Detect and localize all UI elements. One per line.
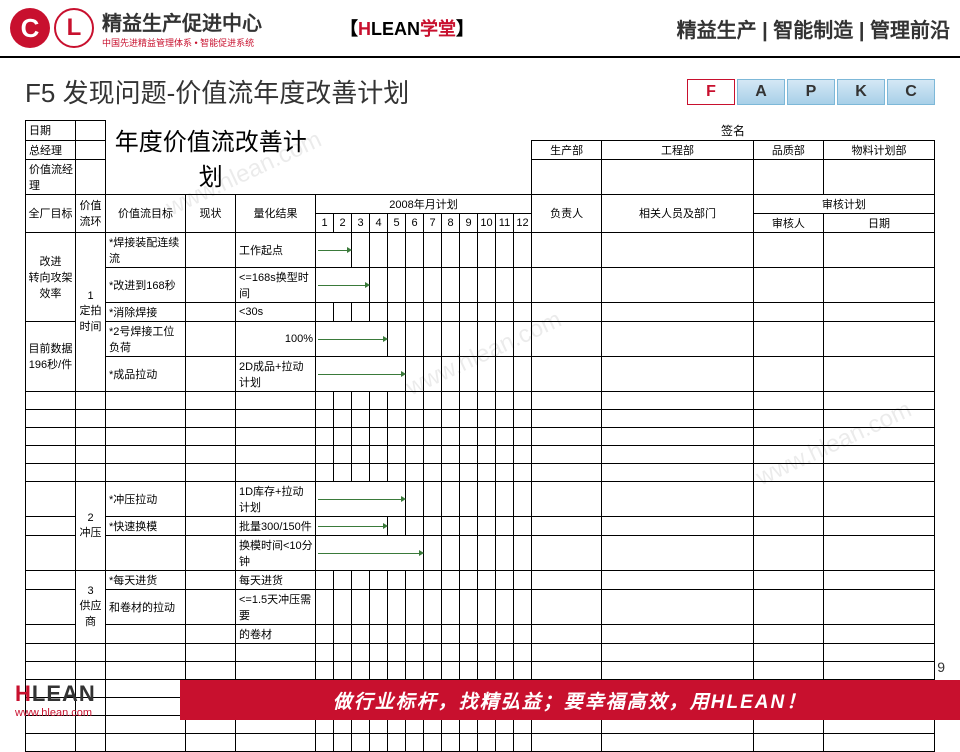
- table-row: 改进 转向攻架 效率 1 定拍 时间 *焊接装配连续流 工作起点: [26, 232, 935, 267]
- table-row: 2 冲压 *冲压拉动1D库存+拉动计划: [26, 481, 935, 516]
- footer-logo: HLEAN www.hlean.com: [0, 681, 180, 719]
- col-current: 现状: [186, 194, 236, 232]
- col-related: 相关人员及部门: [602, 194, 754, 232]
- table-row: [26, 643, 935, 661]
- hlean-logo: HLEAN: [15, 681, 180, 707]
- table-row: *消除焊接<30s: [26, 302, 935, 321]
- table-row: 目前数据 196秒/件 *2号焊接工位负荷100%: [26, 321, 935, 356]
- table-row: *改进到168秒<=168s换型时间: [26, 267, 935, 302]
- logo-l-icon: L: [54, 8, 94, 48]
- table-row: [26, 445, 935, 463]
- header-mid: 【HLEAN学堂】: [340, 15, 474, 41]
- col-quant: 量化结果: [236, 194, 316, 232]
- label-date: 日期: [26, 121, 76, 141]
- fapkc-nav: F A P K C: [687, 79, 935, 105]
- logo-area: C L 精益生产促进中心 中国先进精益管理体系 • 智能促进系统: [10, 7, 340, 49]
- table-row: 的卷材: [26, 624, 935, 643]
- header: C L 精益生产促进中心 中国先进精益管理体系 • 智能促进系统 【HLEAN学…: [0, 0, 960, 58]
- dept-2: 工程部: [602, 140, 754, 159]
- title-row: F5 发现问题-价值流年度改善计划 F A P K C: [0, 58, 960, 120]
- col-vs-goal: 价值流目标: [106, 194, 186, 232]
- table-row: [26, 391, 935, 409]
- page-number: 9: [937, 659, 945, 675]
- logo-c-icon: C: [10, 8, 50, 48]
- col-audit-plan: 审核计划: [753, 194, 934, 213]
- fapkc-p: P: [787, 79, 835, 105]
- plan-table: 日期 年度价值流改善计划 签名 总经理 生产部 工程部 品质部 物料计划部 价值…: [25, 120, 935, 752]
- table-row: [26, 427, 935, 445]
- page-title: F5 发现问题-价值流年度改善计划: [25, 73, 409, 110]
- table-row: [26, 733, 935, 751]
- logo-text: 精益生产促进中心 中国先进精益管理体系 • 智能促进系统: [102, 7, 262, 49]
- plan-title: 年度价值流改善计划: [106, 121, 316, 195]
- fapkc-k: K: [837, 79, 885, 105]
- col-audit-date: 日期: [824, 213, 935, 232]
- table-row: *快速换模批量300/150件: [26, 516, 935, 535]
- dept-1: 生产部: [532, 140, 602, 159]
- label-gm: 总经理: [26, 140, 76, 159]
- fapkc-f: F: [687, 79, 735, 105]
- dept-4: 物料计划部: [824, 140, 935, 159]
- logo-main: 精益生产促进中心: [102, 7, 262, 36]
- table-row: 3 供应 商 *每天进货每天进货: [26, 570, 935, 589]
- dept-3: 品质部: [753, 140, 823, 159]
- table-row: [26, 409, 935, 427]
- col-loop: 价值流环: [76, 194, 106, 232]
- footer-url: www.hlean.com: [15, 707, 180, 719]
- label-signature: 签名: [532, 121, 935, 141]
- logo-sub: 中国先进精益管理体系 • 智能促进系统: [102, 36, 262, 49]
- fapkc-c: C: [887, 79, 935, 105]
- table-area: 日期 年度价值流改善计划 签名 总经理 生产部 工程部 品质部 物料计划部 价值…: [0, 120, 960, 752]
- footer-banner: 做行业标杆，找精弘益；要幸福高效，用HLEAN！: [180, 680, 960, 720]
- col-owner: 负责人: [532, 194, 602, 232]
- fapkc-a: A: [737, 79, 785, 105]
- table-row: [26, 463, 935, 481]
- table-row: 和卷材的拉动<=1.5天冲压需要: [26, 589, 935, 624]
- table-row: *成品拉动2D成品+拉动计划: [26, 356, 935, 391]
- table-row: [26, 661, 935, 679]
- footer: HLEAN www.hlean.com 做行业标杆，找精弘益；要幸福高效，用HL…: [0, 680, 960, 720]
- table-row: 换模时间<10分钟: [26, 535, 935, 570]
- label-vsm: 价值流经理: [26, 159, 76, 194]
- col-factory-goal: 全厂目标: [26, 194, 76, 232]
- header-tags: 精益生产 | 智能制造 | 管理前沿: [677, 14, 950, 43]
- col-auditor: 审核人: [753, 213, 823, 232]
- col-year-plan: 2008年月计划: [316, 194, 532, 213]
